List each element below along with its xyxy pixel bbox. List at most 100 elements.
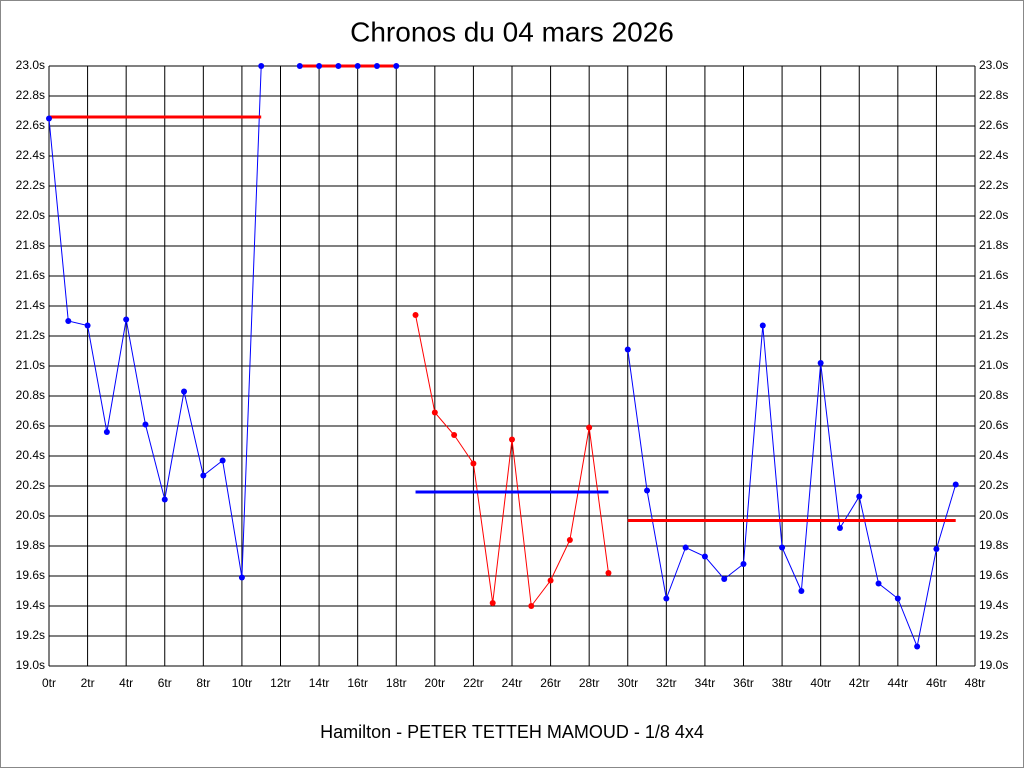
y2-tick-label: 20.2s (979, 478, 1008, 492)
series-line (627, 325, 957, 649)
y-tick-label: 22.8s (16, 88, 45, 102)
x-tick-label: 34tr (695, 676, 716, 690)
x-tick-label: 8tr (196, 676, 210, 690)
y2-tick-label: 20.6s (979, 418, 1008, 432)
data-point (759, 322, 766, 329)
y2-tick-label: 20.0s (979, 508, 1008, 522)
y-tick-label: 20.6s (16, 418, 45, 432)
y-tick-label: 20.8s (16, 388, 45, 402)
x-tick-label: 18tr (386, 676, 407, 690)
x-tick-label: 10tr (232, 676, 253, 690)
data-point (258, 63, 265, 69)
x-tick-label: 12tr (270, 676, 291, 690)
x-axis-label: Hamilton - PETER TETTEH MAMOUD - 1/8 4x4 (320, 722, 704, 742)
data-point (952, 481, 959, 488)
data-point (875, 580, 882, 587)
y2-tick-label: 23.0s (979, 58, 1008, 72)
data-point (65, 318, 72, 324)
data-point (701, 553, 708, 560)
x-tick-label: 42tr (849, 676, 870, 690)
x-tick-label: 36tr (733, 676, 754, 690)
data-point (644, 487, 651, 494)
data-point (238, 574, 245, 581)
y-tick-label: 19.0s (16, 658, 45, 672)
x-tick-label: 46tr (926, 676, 947, 690)
y2-tick-label: 19.0s (979, 658, 1008, 672)
x-tick-label: 0tr (42, 676, 56, 690)
data-point (817, 360, 824, 366)
data-point (103, 429, 110, 435)
data-point (123, 316, 130, 323)
data-point (547, 577, 554, 584)
data-point (624, 346, 631, 353)
data-point (566, 537, 573, 543)
series-line (48, 65, 262, 578)
data-point (605, 570, 612, 576)
y-tick-label: 20.4s (16, 448, 45, 462)
y2-tick-label: 21.8s (979, 238, 1008, 252)
y2-tick-label: 22.0s (979, 208, 1008, 222)
x-tick-label: 14tr (309, 676, 330, 690)
y-tick-label: 19.2s (16, 628, 45, 642)
data-point (84, 322, 91, 329)
x-tick-label: 6tr (158, 676, 172, 690)
x-tick-label: 32tr (656, 676, 677, 690)
data-point (161, 496, 168, 503)
y-tick-label: 22.0s (16, 208, 45, 222)
data-point (470, 460, 477, 467)
y2-tick-label: 22.8s (979, 88, 1008, 102)
x-tick-label: 28tr (579, 676, 600, 690)
y-tick-label: 22.6s (16, 118, 45, 132)
y2-tick-label: 20.4s (979, 448, 1008, 462)
data-point (335, 63, 342, 69)
data-point (894, 595, 901, 602)
y-tick-label: 21.2s (16, 328, 45, 342)
data-point (528, 603, 535, 609)
chart-title: Chronos du 04 mars 2026 (350, 16, 674, 47)
data-point (779, 544, 786, 551)
y2-tick-label: 21.2s (979, 328, 1008, 342)
data-point (509, 436, 515, 443)
y-tick-label: 23.0s (16, 58, 45, 72)
data-point (489, 600, 496, 606)
y2-tick-label: 21.0s (979, 358, 1008, 372)
x-tick-label: 48tr (965, 676, 986, 690)
data-point (798, 588, 805, 594)
data-point (451, 432, 458, 438)
y2-tick-label: 22.2s (979, 178, 1008, 192)
x-tick-label: 16tr (347, 676, 368, 690)
y2-tick-label: 19.8s (979, 538, 1008, 552)
x-tick-label: 24tr (502, 676, 523, 690)
data-point (914, 643, 921, 650)
data-point (933, 546, 940, 552)
data-point (836, 525, 843, 531)
y-tick-label: 21.8s (16, 238, 45, 252)
x-tick-label: 26tr (540, 676, 561, 690)
data-point (431, 409, 438, 416)
data-point (412, 312, 419, 318)
x-tick-label: 20tr (424, 676, 445, 690)
data-point (46, 115, 52, 122)
y2-tick-label: 19.6s (979, 568, 1008, 582)
data-point (219, 457, 226, 464)
y2-tick-label: 19.2s (979, 628, 1008, 642)
x-tick-label: 44tr (887, 676, 908, 690)
y-tick-label: 19.6s (16, 568, 45, 582)
y-tick-label: 19.8s (16, 538, 45, 552)
y-tick-label: 20.0s (16, 508, 45, 522)
data-point (740, 561, 747, 567)
data-point (354, 63, 361, 69)
y2-tick-label: 22.4s (979, 148, 1008, 162)
data-point (682, 544, 689, 551)
data-point (181, 388, 188, 395)
y2-tick-label: 21.4s (979, 298, 1008, 312)
data-point (296, 63, 303, 69)
x-tick-label: 4tr (119, 676, 133, 690)
y-tick-label: 19.4s (16, 598, 45, 612)
x-tick-label: 2tr (81, 676, 95, 690)
y2-tick-label: 19.4s (979, 598, 1008, 612)
x-tick-label: 22tr (463, 676, 484, 690)
data-point (586, 424, 593, 431)
y-tick-label: 22.2s (16, 178, 45, 192)
